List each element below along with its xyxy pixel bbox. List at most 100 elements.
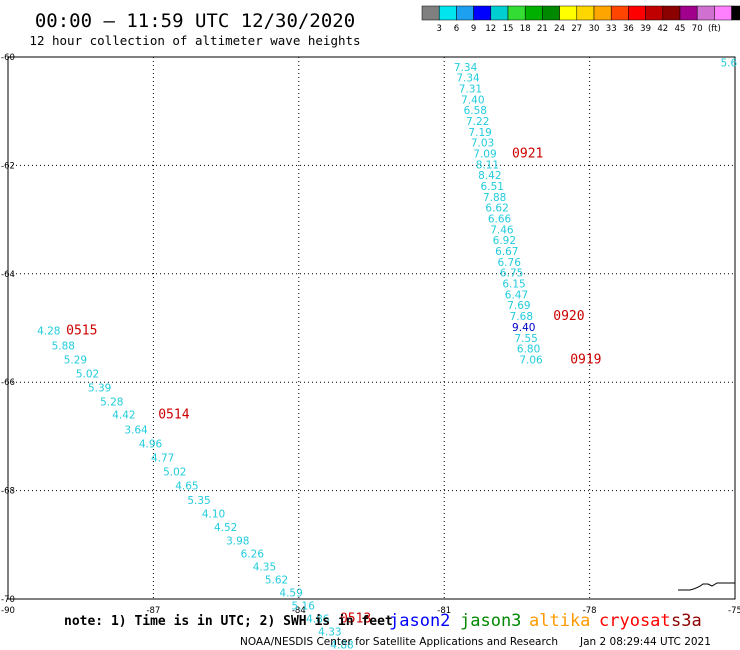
swh-value: 6.58 [464,105,487,117]
y-tick-label: -68 [1,487,15,497]
swh-value: 6.51 [481,181,504,193]
swh-value: 6.62 [485,203,508,215]
swh-value: 4.10 [202,508,225,520]
colorbar-swatch [593,5,612,21]
colorbar-swatch [456,5,474,21]
footer-credit: NOAA/NESDIS Center for Satellite Applica… [240,636,558,648]
footer-timestamp: Jan 2 08:29:44 UTC 2021 [579,636,711,648]
colorbar-label: 9 [471,24,476,34]
colorbar-label: 21 [537,24,548,34]
swh-value: 7.46 [490,224,514,236]
colorbar-swatch [490,5,509,21]
data-marks: 4.28 5.88 5.29 5.02 5.39 5.284.42 3.64 4.96 4.77… [37,57,737,650]
y-tick-label: -62 [1,161,15,171]
axis-ticks: -90 -87 -84 -81 -78 -75 -60 -62 -64 -66 -68 -70 [1,53,740,616]
colorbar-swatch [438,5,457,21]
legend-entry: s3a [671,611,702,631]
y-tick-label: -60 [1,53,15,63]
swh-value: 4.28 [37,326,60,338]
x-tick-label: -90 [1,606,15,616]
y-tick-label: -70 [1,595,15,605]
swh-value: 6.47 [505,289,528,301]
swh-value: 6.75 [500,268,523,280]
swh-value: 7.88 [483,192,506,204]
swh-value: 4.96 [139,438,163,450]
swh-value: 5.6 [720,57,737,69]
swh-value: 5.16 [292,601,316,613]
swh-value: 7.34 [454,62,478,74]
swh-value: 7.34 [456,73,480,85]
chart-title: 00:00 – 11:59 UTC 12/30/2020 [35,10,355,32]
colorbar-swatch [507,5,526,21]
colorbar-swatch [731,5,740,21]
swh-value: 7.55 [514,333,537,345]
swh-value: 4.59 [279,587,302,599]
swh-value: 4.77 [151,453,174,465]
swh-value: 7.69 [507,300,530,312]
swh-value: 5.02 [163,467,186,479]
swh-value: 6.92 [493,235,516,247]
x-tick-label: -84 [292,606,306,616]
swh-value: 7.03 [471,138,494,150]
colorbar-swatch [576,5,595,21]
x-tick-label: -75 [728,606,740,616]
colorbar-swatch [524,5,543,21]
colorbar-swatch [679,5,698,21]
x-tick-label: -87 [146,606,160,616]
colorbar-label: 12 [485,24,496,34]
swh-value: 5.02 [76,369,99,381]
x-tick-label: -81 [437,606,451,616]
colorbar-label: 70 [692,24,703,34]
swh-value: 5.62 [265,574,288,586]
swh-value: 9.40 [512,322,535,334]
swh-value: 6.15 [502,279,525,291]
legend-entry: cryosat [599,611,671,631]
colorbar-swatch [610,5,629,21]
colorbar-swatch [559,5,578,21]
swh-value: 4.42 [112,410,135,422]
time-label: 0513 [340,612,371,627]
colorbar-label: (ft) [708,24,721,34]
swh-value: 5.35 [187,495,210,507]
colorbar-label: 33 [606,24,617,34]
swh-value: 6.80 [517,344,540,356]
swh-value: 4.35 [253,561,276,573]
swh-value: 4.88 [330,640,353,650]
colorbar-label: 30 [589,24,600,34]
swh-value: 8.11 [476,159,499,171]
colorbar-label: 42 [657,24,668,34]
footer-note: note: 1) Time is in UTC; 2) SWH is in fe… [64,614,393,629]
time-label: 0919 [570,352,601,367]
legend-entry: jason2 [389,611,450,631]
swh-value: 5.28 [100,397,123,409]
swh-value: 3.98 [226,535,249,547]
colorbar-swatch [714,5,732,21]
swh-value: 7.06 [519,354,543,366]
swh-value: 4.52 [214,522,237,534]
colorbar-label: 6 [454,24,459,34]
colorbar-swatch [542,5,560,21]
x-tick-label: -78 [583,606,597,616]
time-label: 0515 [66,324,97,339]
swh-value: 7.22 [466,116,489,128]
coastline [678,582,735,591]
colorbar-label: 3 [436,24,441,34]
time-label: 0514 [158,408,189,423]
colorbar-label: 45 [675,24,686,34]
colorbar-label: 15 [503,24,514,34]
colorbar-label: 39 [640,24,651,34]
colorbar-label: 27 [571,24,582,34]
swh-value: 3.64 [124,424,148,436]
colorbar-swatch [696,5,715,21]
swh-value: 5.29 [64,354,87,366]
legend-entry: altika [529,611,590,631]
colorbar-swatch [645,5,664,21]
colorbar-label: 36 [623,24,634,34]
swh-value: 7.31 [459,83,482,95]
swh-value: 4.86 [306,614,330,626]
colorbar: 3 6 9 12 15 18 21 24 27 30 33 36 39 42 45 70 (ft) [421,5,740,34]
time-label: 0921 [512,146,543,161]
swh-value: 7.19 [468,127,491,139]
swh-value: 7.68 [510,311,533,323]
swh-value: 6.76 [498,257,522,269]
